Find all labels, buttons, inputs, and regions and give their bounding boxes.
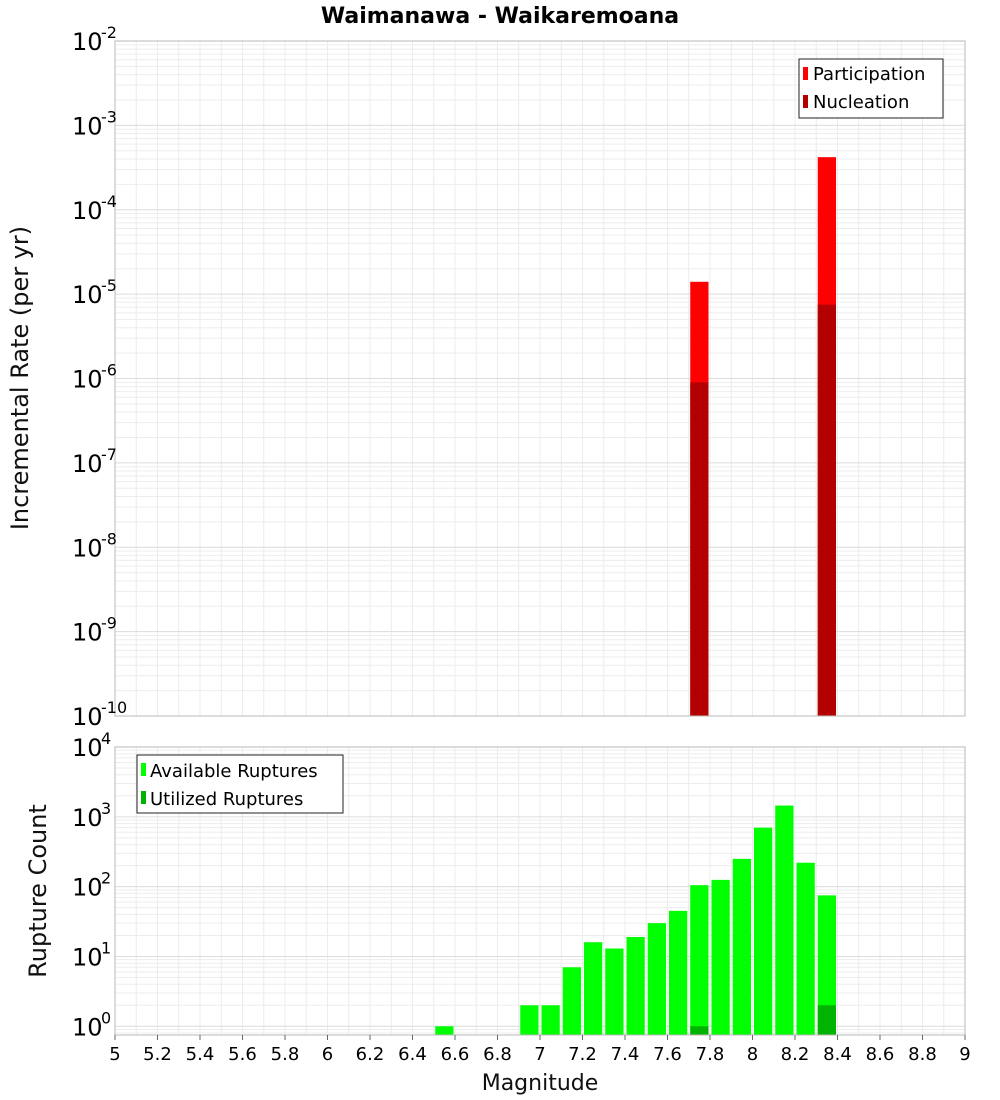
count-legend: Available Ruptures Utilized Ruptures <box>136 754 344 814</box>
magnitude-x-axis-label: Magnitude <box>482 1071 599 1096</box>
magnitude-tick-label: 6.4 <box>398 1044 427 1065</box>
count-y-tick-label: 10 <box>72 943 103 971</box>
magnitude-tick-label: 7.4 <box>611 1044 640 1065</box>
available-ruptures-bar <box>562 967 581 1035</box>
rate-y-tick-exponent: -9 <box>101 614 117 633</box>
count-y-tick-label: 10 <box>72 734 103 762</box>
magnitude-tick-label: 5.6 <box>228 1044 257 1065</box>
magnitude-tick-label: 5.4 <box>186 1044 215 1065</box>
magnitude-tick-label: 9 <box>959 1044 970 1065</box>
available-ruptures-bar <box>435 1026 454 1035</box>
magnitude-tick-label: 5 <box>109 1044 120 1065</box>
available-ruptures-bar <box>520 1005 539 1035</box>
available-ruptures-bar <box>754 827 773 1035</box>
rate-y-tick-exponent: -10 <box>101 698 127 717</box>
count-y-tick-exponent: 3 <box>101 799 111 818</box>
rate-y-tick-label: 10 <box>72 703 103 731</box>
nucleation-bar <box>817 304 836 716</box>
magnitude-tick-label: 6 <box>322 1044 333 1065</box>
magnitude-tick-label: 8.6 <box>866 1044 895 1065</box>
utilized-ruptures-bar <box>817 1005 836 1035</box>
count-y-tick-label: 10 <box>72 804 103 832</box>
magnitude-tick-label: 7.2 <box>568 1044 597 1065</box>
rate-y-tick-exponent: -4 <box>101 192 117 211</box>
rate-y-tick-label: 10 <box>72 112 103 140</box>
available-ruptures-bar <box>626 936 645 1035</box>
magnitude-tick-label: 6.6 <box>441 1044 470 1065</box>
count-y-tick-exponent: 2 <box>101 869 111 888</box>
rate-bars <box>690 157 836 717</box>
magnitude-x-ticks: 5 5.2 5.4 5.6 5.8 6 6.2 6.4 6.6 6.8 7 7.2 7.4 7.6 7.8 8… <box>109 1035 971 1065</box>
participation-legend-label: Participation <box>813 64 925 85</box>
rate-y-tick-label: 10 <box>72 450 103 478</box>
magnitude-tick-label: 7.6 <box>653 1044 682 1065</box>
available-ruptures-bar <box>584 942 603 1035</box>
rate-grid <box>114 41 966 717</box>
rate-y-tick-exponent: -2 <box>101 23 117 42</box>
magnitude-tick-label: 6.2 <box>356 1044 385 1065</box>
magnitude-tick-label: 8.4 <box>823 1044 852 1065</box>
magnitude-tick-label: 5.8 <box>271 1044 300 1065</box>
magnitude-tick-label: 7.8 <box>696 1044 725 1065</box>
magnitude-tick-label: 8 <box>747 1044 758 1065</box>
count-legend-box <box>136 754 344 814</box>
participation-legend-swatch <box>803 67 808 80</box>
nucleation-legend-label: Nucleation <box>813 92 909 113</box>
nucleation-legend-swatch <box>803 95 808 108</box>
magnitude-tick-label: 8.8 <box>908 1044 937 1065</box>
rate-y-tick-label: 10 <box>72 366 103 394</box>
utilized-legend-swatch <box>141 791 146 804</box>
count-y-axis-label: Rupture Count <box>24 804 52 978</box>
count-y-tick-exponent: 4 <box>101 729 111 748</box>
rate-legend-box <box>798 58 944 119</box>
rate-y-tick-label: 10 <box>72 28 103 56</box>
count-y-tick-exponent: 0 <box>101 1008 111 1027</box>
count-y-tick-label: 10 <box>72 1013 103 1041</box>
rate-y-tick-label: 10 <box>72 619 103 647</box>
available-ruptures-bar <box>775 805 794 1035</box>
rate-legend: Participation Nucleation <box>798 58 944 119</box>
available-ruptures-bar <box>669 910 688 1035</box>
available-ruptures-bar <box>817 895 836 1035</box>
rate-y-tick-exponent: -7 <box>101 445 117 464</box>
nucleation-bar <box>690 382 709 716</box>
available-ruptures-bar <box>711 879 730 1035</box>
magnitude-tick-label: 8.2 <box>781 1044 810 1065</box>
available-legend-swatch <box>141 763 146 776</box>
available-ruptures-bar <box>690 885 709 1035</box>
available-ruptures-bar <box>541 1005 560 1035</box>
magnitude-tick-label: 6.8 <box>483 1044 512 1065</box>
count-y-tick-label: 10 <box>72 874 103 902</box>
available-ruptures-bar <box>796 862 815 1035</box>
chart-title: Waimanawa - Waikaremoana <box>321 4 679 29</box>
rate-y-tick-exponent: -5 <box>101 276 117 295</box>
count-bars <box>435 805 836 1035</box>
utilized-ruptures-bar <box>690 1026 709 1035</box>
rate-y-tick-exponent: -8 <box>101 529 117 548</box>
rate-y-tick-label: 10 <box>72 534 103 562</box>
rate-y-axis-label: Incremental Rate (per yr) <box>6 226 34 530</box>
magnitude-tick-label: 5.2 <box>143 1044 172 1065</box>
available-ruptures-bar <box>647 923 666 1035</box>
rate-y-tick-exponent: -3 <box>101 107 117 126</box>
rate-y-tick-label: 10 <box>72 281 103 309</box>
rate-y-tick-label: 10 <box>72 197 103 225</box>
available-ruptures-bar <box>732 858 751 1035</box>
rate-y-tick-exponent: -6 <box>101 361 117 380</box>
count-y-tick-exponent: 1 <box>101 938 111 957</box>
available-ruptures-bar <box>605 948 624 1035</box>
rate-plot-border <box>114 40 966 717</box>
magnitude-tick-label: 7 <box>534 1044 545 1065</box>
available-legend-label: Available Ruptures <box>150 761 318 782</box>
utilized-legend-label: Utilized Ruptures <box>150 789 303 810</box>
